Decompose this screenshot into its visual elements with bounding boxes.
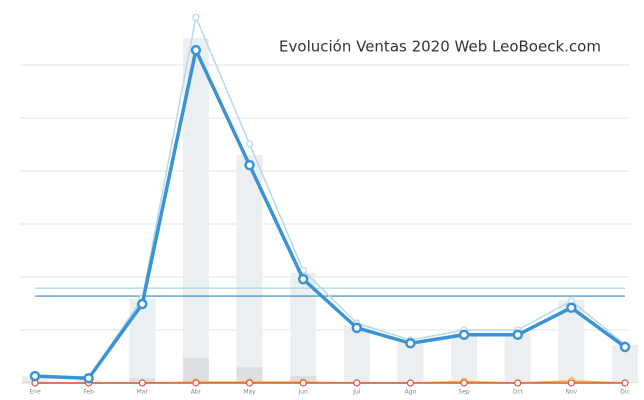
x-tick-label: Dic [620, 389, 630, 396]
bar [451, 333, 478, 383]
marker [566, 302, 577, 313]
marker [29, 370, 41, 382]
bar [397, 342, 424, 383]
marker [567, 379, 575, 387]
marker [192, 13, 200, 21]
marker [137, 298, 148, 310]
marker [190, 44, 202, 56]
bar [236, 155, 263, 383]
marker [353, 379, 361, 387]
marker [405, 338, 416, 349]
marker [460, 379, 468, 387]
marker [621, 379, 629, 387]
x-tick-label: Nov [566, 389, 578, 396]
marker [83, 372, 94, 384]
marker [192, 379, 200, 387]
marker [244, 159, 255, 171]
x-tick-label: Feb [83, 389, 94, 396]
marker [245, 140, 254, 148]
x-tick-label: Jul [352, 389, 361, 396]
x-tick-label: Abr [191, 389, 202, 396]
chart-title: Evolución Ventas 2020 Web LeoBoeck.com [279, 38, 601, 56]
x-tick-label: Ene [29, 389, 41, 396]
marker [297, 273, 309, 285]
marker [458, 329, 470, 341]
x-tick-label: Sep [458, 389, 470, 396]
bar [236, 367, 263, 383]
marker [138, 379, 146, 387]
marker [299, 379, 307, 387]
x-tick-label: Ago [405, 389, 417, 396]
marker [514, 379, 522, 387]
bar [504, 333, 531, 383]
marker [512, 329, 523, 341]
marker [245, 379, 254, 387]
marker [619, 341, 631, 353]
x-tick-label: Jun [297, 389, 308, 396]
marker [351, 322, 363, 334]
marker [406, 379, 415, 387]
x-tick-label: Oct [513, 389, 524, 396]
line [34, 16, 626, 379]
bar [343, 325, 370, 383]
x-tick-label: Mar [137, 389, 149, 396]
bar [290, 272, 317, 383]
line [34, 48, 627, 380]
x-tick-label: May [243, 389, 256, 396]
